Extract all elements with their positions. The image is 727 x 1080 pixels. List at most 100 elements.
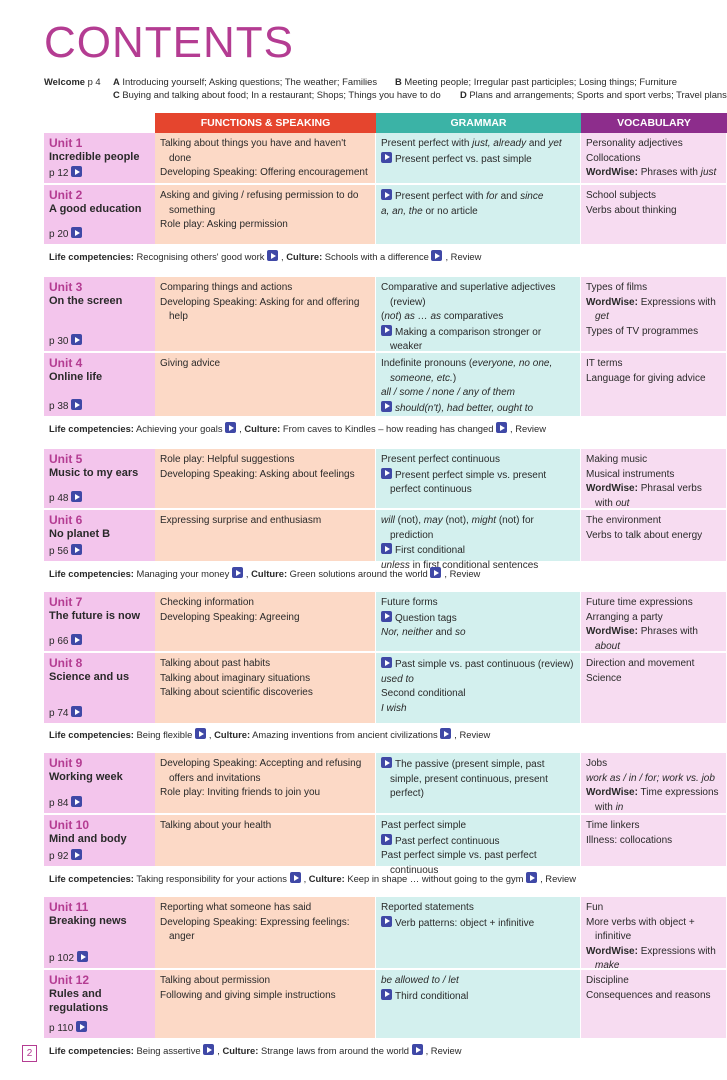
text: Being flexible (133, 729, 195, 740)
page-ref: p 48 (49, 493, 69, 504)
grammar-cell: Past simple vs. past continuous (review)… (376, 653, 581, 725)
italic-text: about (595, 640, 621, 652)
page-ref: p 56 (49, 546, 69, 557)
text: Verbs to talk about energy (586, 529, 703, 541)
vocabulary-line: WordWise: Expressions with make (586, 945, 721, 974)
unit-title: Working week (49, 771, 123, 783)
functions-cell: Checking information Developing Speaking:… (155, 592, 376, 653)
bold-text: Life competencies: (49, 423, 134, 434)
unit-number: Unit 11 (49, 900, 89, 914)
welcome-text: Buying and talking about food; In a rest… (122, 89, 441, 100)
bold-text: Culture: (251, 568, 288, 579)
text: (not) for prediction (390, 515, 534, 541)
bold-text: Life competencies: (49, 568, 134, 579)
italic-text: all / some / none / any of them (381, 387, 515, 399)
play-icon (71, 334, 83, 345)
text: Developing Speaking: Expressing feelings… (160, 916, 350, 943)
play-icon (526, 872, 538, 883)
unit-cell: Unit 7 The future is now p 66 (44, 592, 155, 653)
bold-text: WordWise: (586, 167, 638, 179)
play-icon (381, 988, 392, 1000)
vocabulary-line: Musical instruments (586, 468, 721, 483)
unit-cell: Unit 8 Science and us p 74 (44, 653, 155, 725)
grammar-line: I wish (381, 702, 575, 717)
text: Illness: collocations (586, 834, 673, 846)
page-number: 2 (22, 1045, 37, 1062)
text: Second conditional (381, 688, 466, 700)
grammar-cell: Present perfect with for and since a, an,… (376, 185, 581, 246)
text: Talking about scientific discoveries (160, 687, 313, 699)
text: , Review (454, 729, 491, 740)
grammar-line: be allowed to / let (381, 974, 575, 989)
vocabulary-line: WordWise: Phrasal verbs with out (586, 482, 721, 511)
italic-text: as … as (404, 311, 442, 323)
play-icon (381, 151, 392, 163)
welcome: Welcome p 4 (44, 76, 101, 87)
play-icon (203, 1044, 215, 1055)
unit-number: Unit 10 (49, 818, 90, 832)
unit-title: The future is now (49, 610, 141, 622)
unit-number: Unit 4 (49, 356, 83, 370)
vocabulary-line: School subjects (586, 189, 721, 204)
italic-text: not (384, 311, 399, 323)
text: Indefinite pronouns ( (381, 358, 473, 369)
text: Phrases with (637, 626, 698, 638)
life-row: Life competencies: Managing your money ,… (44, 565, 727, 583)
play-icon (381, 610, 392, 622)
grammar-line: Present perfect with just, already and y… (381, 137, 575, 152)
unit-cell: Unit 11 Breaking news p 102 (44, 897, 155, 970)
text: Amazing inventions from ancient civiliza… (250, 729, 441, 740)
vocabulary-line: Future time expressions (586, 596, 721, 611)
text: Making music (586, 454, 648, 465)
vocabulary-line: WordWise: Phrases with about (586, 625, 721, 654)
vocabulary-cell: Time linkers Illness: collocations (581, 815, 727, 868)
bold-text: Culture: (308, 873, 345, 884)
text: comparatives (441, 311, 504, 323)
grammar-line: all / some / none / any of them (381, 386, 575, 401)
page-ref: p 12 (49, 168, 69, 179)
text: Making a comparison stronger or weaker (390, 326, 542, 353)
functions-cell: Developing Speaking: Accepting and refus… (155, 753, 376, 815)
text: Present perfect with (395, 191, 487, 202)
page-title: CONTENTS (44, 18, 294, 67)
grammar-cell: Present perfect with just, already and y… (376, 133, 581, 185)
vocabulary-line: Discipline (586, 974, 721, 989)
grammar-line: Future forms (381, 596, 575, 611)
text: Developing Speaking: Accepting and refus… (160, 758, 362, 784)
text: Role play: Inviting friends to join you (160, 787, 321, 799)
functions-line: Role play: Helpful suggestions (160, 453, 370, 468)
italic-text: in (615, 801, 624, 813)
text: and (497, 191, 521, 202)
welcome-letter: D (460, 89, 467, 100)
vocabulary-line: WordWise: Time expressions with in (586, 786, 721, 815)
vocabulary-line: Consequences and reasons (586, 989, 721, 1004)
vocabulary-line: Personality adjectives (586, 137, 721, 152)
functions-line: Developing Speaking: Asking for and offe… (160, 296, 370, 325)
header-grammar: GRAMMAR (376, 113, 581, 133)
vocabulary-line: Illness: collocations (586, 834, 721, 849)
text: Verb patterns: object + infinitive (395, 917, 535, 929)
functions-cell: Talking about your health (155, 815, 376, 868)
grammar-line: Indefinite pronouns (everyone, no one, s… (381, 357, 575, 386)
text: Time expressions with (595, 787, 719, 813)
welcome-item: D Plans and arrangements; Sports and spo… (460, 89, 727, 100)
functions-line: Talking about things you have and haven'… (160, 137, 370, 166)
functions-line: Expressing surprise and enthusiasm (160, 514, 370, 529)
vocabulary-cell: Future time expressions Arranging a party… (581, 592, 727, 653)
text: Future forms (381, 597, 438, 608)
text: Present perfect vs. past simple (395, 153, 532, 165)
italic-text: should(n't), had better, ought to (395, 402, 534, 414)
text: (not), (442, 515, 472, 526)
vocabulary-cell: Fun More verbs with object + infinitive Wo… (581, 897, 727, 971)
play-icon (71, 166, 83, 177)
functions-line: Talking about permission (160, 974, 370, 989)
unit-number: Unit 3 (49, 280, 83, 294)
welcome-text: Plans and arrangements; Sports and sport… (469, 89, 727, 100)
welcome-page: p 4 (87, 76, 101, 87)
text: Science (586, 672, 622, 684)
unit-title: Mind and body (49, 833, 127, 845)
text: Present perfect simple vs. present perfe… (390, 469, 547, 496)
play-icon (71, 544, 83, 555)
grammar-line: Past perfect simple (381, 819, 575, 834)
life-row: Life competencies: Being flexible , Cult… (44, 726, 727, 744)
